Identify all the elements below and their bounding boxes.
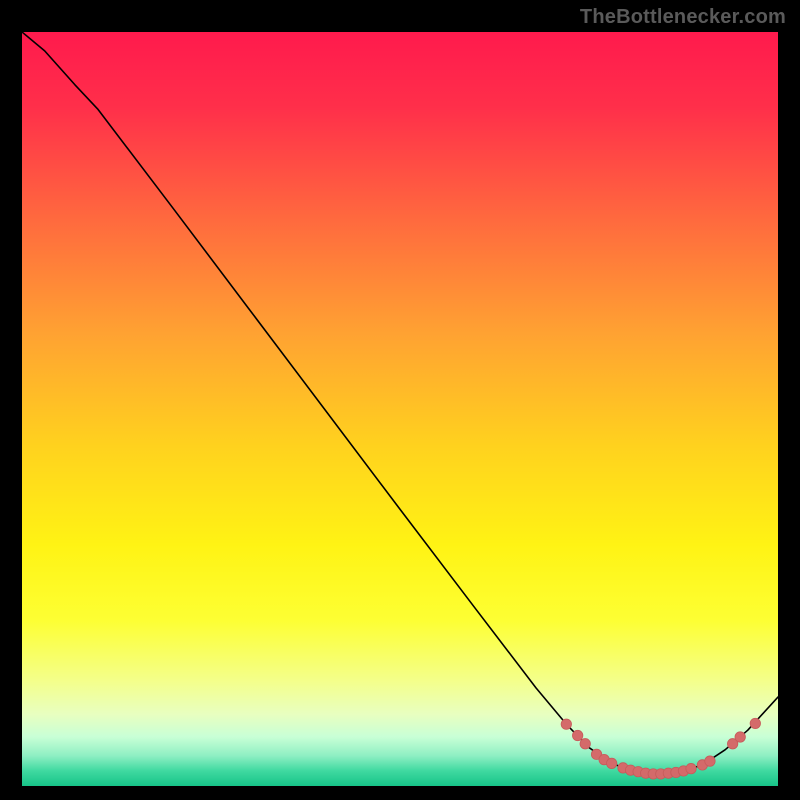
gradient-background — [22, 32, 778, 786]
data-marker — [561, 719, 571, 729]
data-marker — [705, 756, 715, 766]
chart-svg — [22, 32, 778, 786]
data-marker — [750, 718, 760, 728]
data-marker — [606, 758, 616, 768]
data-marker — [580, 739, 590, 749]
data-marker — [572, 730, 582, 740]
plot-area — [22, 32, 778, 786]
chart-frame: TheBottlenecker.com — [0, 0, 800, 800]
data-marker — [735, 732, 745, 742]
attribution-text: TheBottlenecker.com — [580, 6, 786, 29]
data-marker — [686, 763, 696, 773]
